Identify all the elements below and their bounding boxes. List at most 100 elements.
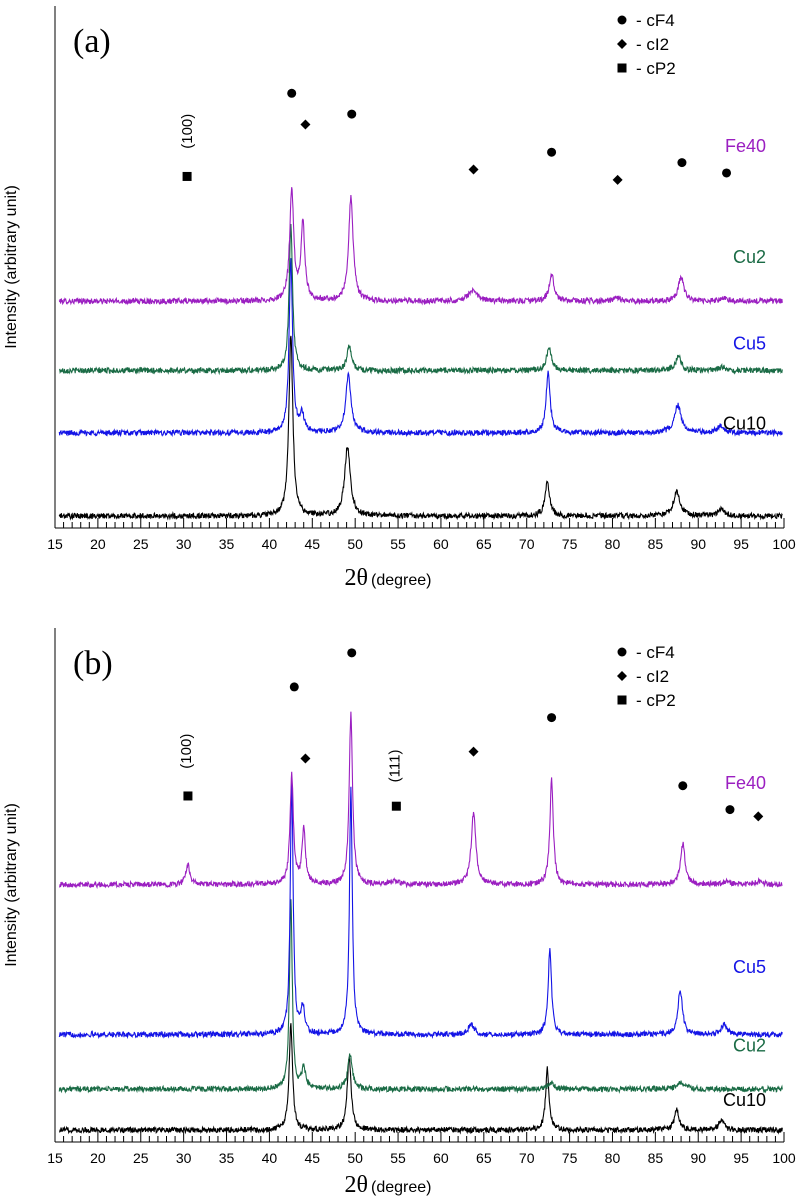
series-line-cu5: [58, 778, 783, 1040]
series-label-cu2: Cu2: [733, 247, 766, 267]
legend-entry-label: - cF4: [636, 643, 675, 662]
x-tick-label: 90: [690, 536, 706, 552]
circle-marker: [347, 648, 357, 658]
diamond-marker: [468, 746, 479, 757]
legend-circle-marker: [617, 15, 627, 25]
x-tick-label: 30: [176, 1150, 192, 1166]
x-tick-label: 45: [305, 536, 321, 552]
circle-marker: [547, 147, 557, 157]
x-tick-label: 70: [519, 536, 535, 552]
series-line-cu10: [58, 335, 783, 521]
x-tick-label: 35: [219, 536, 235, 552]
x-tick-label: 55: [390, 1150, 406, 1166]
x-tick-label: 15: [47, 1150, 63, 1166]
x-tick-label: 35: [219, 1150, 235, 1166]
square-marker: [391, 801, 401, 811]
x-tick-label: 80: [605, 1150, 621, 1166]
series-label-cu10: Cu10: [723, 413, 766, 433]
diamond-marker: [753, 811, 764, 822]
diamond-marker: [300, 119, 311, 130]
x-tick-label: 75: [562, 1150, 578, 1166]
series-label-cu10: Cu10: [723, 1090, 766, 1110]
x-tick-label: 80: [605, 536, 621, 552]
x-tick-label: 100: [772, 536, 796, 552]
circle-marker: [347, 109, 357, 119]
circle-marker: [287, 88, 297, 98]
legend-circle-marker: [617, 647, 627, 657]
x-axis-unit: (degree): [371, 572, 431, 589]
legend-entry-label: - cI2: [636, 35, 669, 54]
x-axis-symbol: 2θ: [345, 1172, 369, 1198]
x-tick-label: 95: [733, 536, 749, 552]
legend: - cF4 - cI2 - cP2: [617, 11, 676, 78]
x-tick-label: 65: [476, 536, 492, 552]
series-label-cu2: Cu2: [733, 1036, 766, 1056]
legend-entry-label: - cP2: [636, 691, 676, 710]
circle-marker: [289, 682, 299, 692]
square-marker: [183, 791, 193, 801]
legend: - cF4 - cI2 - cP2: [617, 643, 676, 710]
x-tick-label: 65: [476, 1150, 492, 1166]
series-line-cu10: [59, 1023, 783, 1135]
x-tick-label: 50: [347, 1150, 363, 1166]
series-line-fe40: [58, 187, 783, 306]
legend-square-marker: [617, 695, 627, 705]
series-label-fe40: Fe40: [725, 136, 766, 156]
x-axis-label: 2θ (degree): [345, 1172, 432, 1198]
series-line-cu2: [58, 899, 783, 1094]
legend-square-marker: [617, 63, 627, 73]
x-tick-label: 90: [690, 1150, 706, 1166]
legend-diamond-marker: [617, 671, 627, 681]
circle-marker: [677, 158, 687, 168]
x-axis-label: 2θ (degree): [345, 565, 432, 591]
x-tick-label: 95: [733, 1150, 749, 1166]
x-axis-symbol: 2θ: [345, 565, 369, 591]
x-tick-label: 45: [305, 1150, 321, 1166]
x-tick-label: 20: [90, 536, 106, 552]
circle-marker: [547, 713, 557, 723]
chart-panel-b: 15 20 25 30 35 40 45 50 55 60 65 70 75 80 85 90 95 1002θ(…: [3, 628, 796, 1198]
diamond-marker: [468, 164, 479, 175]
series-label-fe40: Fe40: [725, 773, 766, 793]
circle-marker: [678, 781, 688, 791]
x-tick-label: 70: [519, 1150, 535, 1166]
x-tick-label: 30: [176, 536, 192, 552]
legend-entry-label: - cI2: [636, 667, 669, 686]
diamond-marker: [300, 753, 311, 764]
legend-entry-label: - cP2: [636, 59, 676, 78]
x-axis-unit: (degree): [371, 1179, 431, 1196]
x-tick-label: 85: [648, 536, 664, 552]
y-axis-label: Intensity (arbitrary unit): [3, 185, 20, 349]
x-tick-label: 85: [648, 1150, 664, 1166]
x-tick-label: 55: [390, 536, 406, 552]
panel-label: (b): [73, 645, 113, 682]
circle-marker: [725, 805, 735, 815]
series-line-cu2: [59, 223, 783, 376]
x-tick-label: 15: [47, 536, 63, 552]
legend-diamond-marker: [617, 39, 627, 49]
x-tick-label: 25: [133, 1150, 149, 1166]
x-tick-label: 60: [433, 536, 449, 552]
y-axis-label: Intensity (arbitrary unit): [3, 803, 20, 967]
x-tick-label: 40: [262, 1150, 278, 1166]
series-line-cu5: [58, 258, 783, 438]
x-tick-label: 75: [562, 536, 578, 552]
series-label-cu5: Cu5: [733, 957, 766, 977]
x-tick-label: 40: [262, 536, 278, 552]
series-label-cu5: Cu5: [733, 334, 766, 354]
diamond-marker: [612, 174, 623, 185]
x-tick-label: 100: [772, 1150, 796, 1166]
chart-panel-a: 15 20 25 30 35 40 45 50 55 60 65 70 75 80 85 90 95 1002θ(…: [3, 6, 796, 591]
x-tick-label: 50: [347, 536, 363, 552]
circle-marker: [722, 168, 732, 178]
x-tick-label: 20: [90, 1150, 106, 1166]
panel-label: (a): [73, 23, 111, 60]
x-tick-label: 60: [433, 1150, 449, 1166]
square-marker: [182, 171, 192, 181]
peak-label: (111): [387, 750, 404, 783]
peak-label: (100): [178, 734, 195, 769]
x-tick-label: 25: [133, 536, 149, 552]
peak-label: (100): [179, 114, 196, 149]
series-line-fe40: [59, 711, 783, 890]
